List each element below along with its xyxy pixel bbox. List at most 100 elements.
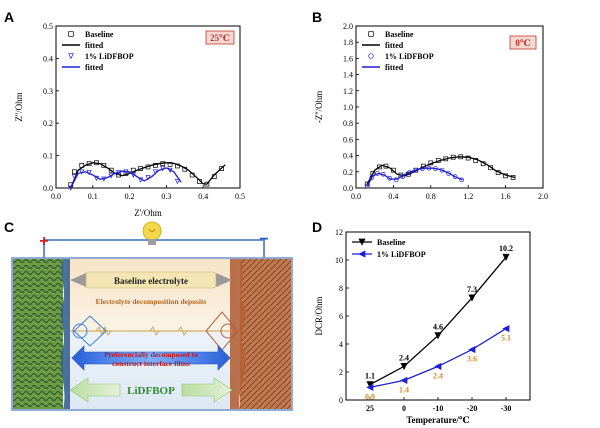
baseline-electrolyte-region (66, 259, 236, 332)
legend-marker-swatch (368, 53, 374, 59)
y-tick-label: 0.2 (343, 168, 353, 177)
series-line-1 (366, 156, 516, 185)
panel-b-temp-badge: 0℃ (515, 38, 531, 48)
x-tick-label: 0.8 (426, 192, 436, 201)
legend-label: fitted (385, 41, 404, 50)
x-tick-label: 0.4 (388, 192, 398, 201)
cathode-electrode (13, 259, 63, 409)
panel-a-x-axis-label: Z'/Ohm (134, 208, 162, 218)
panel-a-temp-badge-box (205, 30, 235, 45)
panel-b-axes-frame (355, 25, 544, 189)
data-point-2 (452, 174, 458, 180)
panel-c: C + − Baseline electrolyte Electrolyte d… (4, 219, 293, 411)
data-point-0 (167, 161, 173, 167)
legend-label: 1% LiDFBOP (85, 52, 134, 61)
data-point-0 (108, 167, 114, 173)
data-point-2 (393, 177, 399, 183)
light-bulb-icon (142, 221, 162, 245)
data-point-0 (366, 381, 374, 389)
green-arrow-right-icon (181, 377, 233, 403)
data-point-0 (510, 175, 516, 180)
data-label-1: 5.1 (501, 334, 511, 343)
series-line-3 (70, 167, 182, 189)
panel-b-temp-badge-box (509, 35, 537, 50)
data-point-0 (219, 166, 224, 171)
y-tick-label: 0.5 (43, 22, 53, 31)
panel-d-label: D (312, 219, 322, 235)
y-tick-label: 0.0 (43, 184, 53, 193)
banner-arrow-left-icon (70, 273, 86, 287)
lidfbop-electrolyte-region (66, 332, 236, 409)
data-point-0 (377, 164, 382, 170)
data-point-1 (366, 383, 374, 391)
anode-circuit-element (205, 311, 239, 351)
panel-a-plot-area (68, 160, 226, 191)
x-tick-label: -30 (501, 404, 512, 413)
data-label-0: 1.1 (365, 372, 375, 381)
data-point-1 (434, 362, 442, 370)
panel-a-axes-frame (55, 25, 241, 189)
y-tick-label: 0 (339, 396, 343, 405)
x-tick-label: 25 (366, 404, 374, 413)
y-tick-label: 0.4 (343, 152, 353, 161)
data-point-2 (174, 179, 181, 185)
positive-terminal: + (39, 233, 48, 250)
data-label-1: 2.4 (433, 371, 443, 380)
data-point-2 (439, 167, 445, 173)
data-label-1: 1.4 (399, 385, 409, 394)
panel-d-y-ticks: 0 2 4 6 8 10 12 (335, 228, 349, 405)
data-point-0 (400, 363, 408, 371)
legend-label: fitted (85, 63, 104, 72)
legend-label: Baseline (85, 30, 114, 39)
series-line-3 (366, 167, 463, 187)
x-tick-label: -20 (467, 404, 478, 413)
data-point-2 (364, 184, 370, 189)
y-tick-label: 12 (335, 228, 343, 237)
anode-interface-film (230, 259, 246, 409)
y-tick-label: 0.1 (43, 152, 53, 161)
y-tick-label: 2 (339, 368, 343, 377)
baseline-electrolyte-banner (85, 271, 217, 289)
data-point-0 (468, 294, 476, 302)
legend-marker-swatch (368, 31, 374, 37)
data-point-0 (434, 332, 442, 340)
y-tick-label: 1.0 (343, 103, 353, 112)
panel-d-x-axis-label: Temperature/℃ (406, 415, 469, 425)
y-tick-label: 1.4 (343, 71, 353, 80)
x-tick-label: 1.2 (463, 192, 473, 201)
data-label-0: 4.6 (433, 323, 443, 332)
y-tick-label: 0.6 (343, 135, 353, 144)
legend-label: 1% LiDFBOP (377, 250, 426, 259)
panel-b-y-ticks: 0.0 0.2 0.4 0.6 0.8 1.0 1.2 1.4 1.6 1.8 2.0 (343, 22, 359, 193)
panel-b-y-axis-label: -Z''/Ohm (314, 91, 324, 123)
data-label-0: 2.4 (399, 353, 409, 362)
decomposition-deposits-text: Electrolyte decomposition deposits (96, 297, 207, 306)
lidfbop-label: LiDFBOP (127, 385, 175, 397)
x-tick-label: 0.1 (88, 192, 98, 201)
panel-d-y-axis-label: DCR/Ohm (314, 296, 324, 335)
y-tick-label: 0.3 (43, 87, 53, 96)
x-tick-label: 1.6 (501, 192, 511, 201)
legend-marker-swatch (358, 238, 366, 246)
x-tick-label: 0.4 (198, 192, 208, 201)
y-tick-label: 8 (339, 284, 343, 293)
data-point-2 (446, 171, 451, 176)
panel-b: B 0.00.20.40.60.81.01.21.41.61.82.0 0.0 0… (312, 9, 548, 201)
data-point-0 (391, 167, 396, 173)
equivalent-circuit (70, 325, 232, 337)
y-tick-label: 0.4 (43, 54, 53, 63)
legend-label: 1% LiDFBOP (385, 52, 434, 61)
data-point-2 (71, 174, 77, 180)
y-tick-label: 0.0 (343, 184, 353, 193)
x-tick-label: 0.0 (351, 192, 361, 201)
y-tick-label: 1.8 (343, 38, 353, 47)
panel-a-legend: Baseline fitted 1% LiDFBOP fitted (62, 30, 134, 72)
y-tick-label: 4 (339, 340, 343, 349)
legend-label: Baseline (377, 238, 406, 247)
data-point-0 (502, 253, 510, 261)
green-arrow-left-icon (69, 377, 121, 403)
data-point-2 (459, 177, 465, 183)
banner-arrow-right-icon (216, 273, 232, 287)
cathode-interface-film (61, 259, 70, 409)
